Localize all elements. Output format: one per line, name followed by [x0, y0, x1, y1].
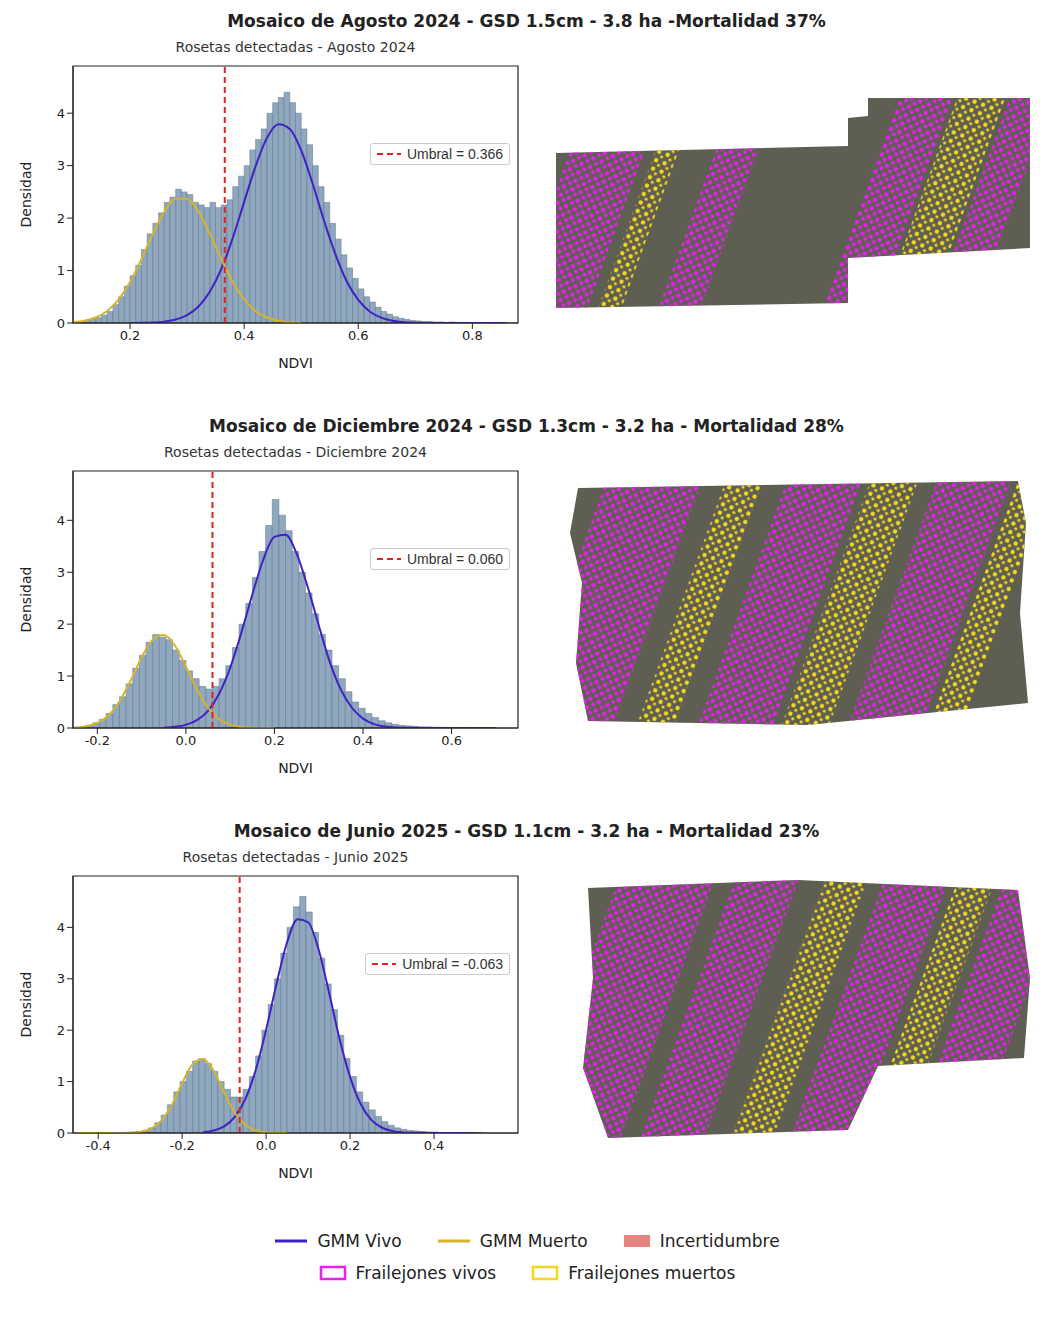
html-text:Mosaico de Diciembre 2024 - GS: Mosaico de Diciembre 2024 - GSD 1.3cm - …: [209, 416, 844, 436]
svg-text:3: 3: [57, 565, 65, 580]
svg-text:0.2: 0.2: [120, 328, 141, 343]
svg-text:NDVI: NDVI: [278, 355, 313, 371]
svg-text:0: 0: [57, 721, 65, 736]
html-text:Umbral = 0.366: Umbral = 0.366: [406, 146, 503, 162]
svg-text:Densidad: Densidad: [18, 567, 34, 633]
svg-text:1: 1: [57, 669, 65, 684]
html-text:Mosaico de Junio 2025 - GSD 1.: Mosaico de Junio 2025 - GSD 1.1cm - 3.2 …: [233, 821, 820, 841]
svg-text:3: 3: [57, 971, 65, 986]
svg-text:2: 2: [57, 1023, 65, 1038]
svg-text:2: 2: [57, 617, 65, 632]
html-text:GMM Vivo: GMM Vivo: [317, 1231, 402, 1251]
svg-text:4: 4: [57, 513, 65, 528]
svg-text:1: 1: [57, 263, 65, 278]
svg-text:2: 2: [57, 211, 65, 226]
svg-text:-0.2: -0.2: [85, 733, 110, 748]
svg-text:0: 0: [57, 316, 65, 331]
svg-text:1: 1: [57, 1074, 65, 1089]
svg-text:0: 0: [57, 1126, 65, 1141]
svg-text:0.4: 0.4: [353, 733, 374, 748]
html-text:Rosetas detectadas - Junio 202: Rosetas detectadas - Junio 2025: [182, 849, 409, 865]
html-text:Umbral = 0.060: Umbral = 0.060: [406, 551, 503, 567]
svg-text:0.4: 0.4: [234, 328, 255, 343]
svg-text:Densidad: Densidad: [18, 972, 34, 1038]
html-text:Frailejones muertos: Frailejones muertos: [568, 1263, 736, 1283]
html-text:Frailejones vivos: Frailejones vivos: [355, 1263, 497, 1283]
svg-text:NDVI: NDVI: [278, 760, 313, 776]
svg-text:4: 4: [57, 106, 65, 121]
html-text:Umbral = -0.063: Umbral = -0.063: [402, 956, 503, 972]
html-text:Rosetas detectadas - Agosto 20: Rosetas detectadas - Agosto 2024: [175, 39, 416, 55]
svg-text:NDVI: NDVI: [278, 1165, 313, 1181]
svg-text:0.6: 0.6: [348, 328, 369, 343]
svg-text:0.6: 0.6: [441, 733, 462, 748]
svg-text:-0.2: -0.2: [169, 1138, 194, 1153]
svg-text:4: 4: [57, 920, 65, 935]
svg-text:0.0: 0.0: [256, 1138, 277, 1153]
html-text:Rosetas detectadas - Diciembre: Rosetas detectadas - Diciembre 2024: [164, 444, 427, 460]
svg-text:Densidad: Densidad: [18, 162, 34, 228]
svg-text:-0.4: -0.4: [86, 1138, 111, 1153]
svg-text:0.2: 0.2: [340, 1138, 361, 1153]
svg-text:0.8: 0.8: [462, 328, 483, 343]
html-text:GMM Muerto: GMM Muerto: [479, 1231, 588, 1251]
html-text:Mosaico de Agosto 2024 - GSD 1: Mosaico de Agosto 2024 - GSD 1.5cm - 3.8…: [227, 11, 826, 31]
svg-text:0.4: 0.4: [424, 1138, 445, 1153]
html-text:Incertidumbre: Incertidumbre: [659, 1231, 780, 1251]
svg-text:0.2: 0.2: [264, 733, 285, 748]
svg-text:0.0: 0.0: [176, 733, 197, 748]
svg-text:3: 3: [57, 158, 65, 173]
